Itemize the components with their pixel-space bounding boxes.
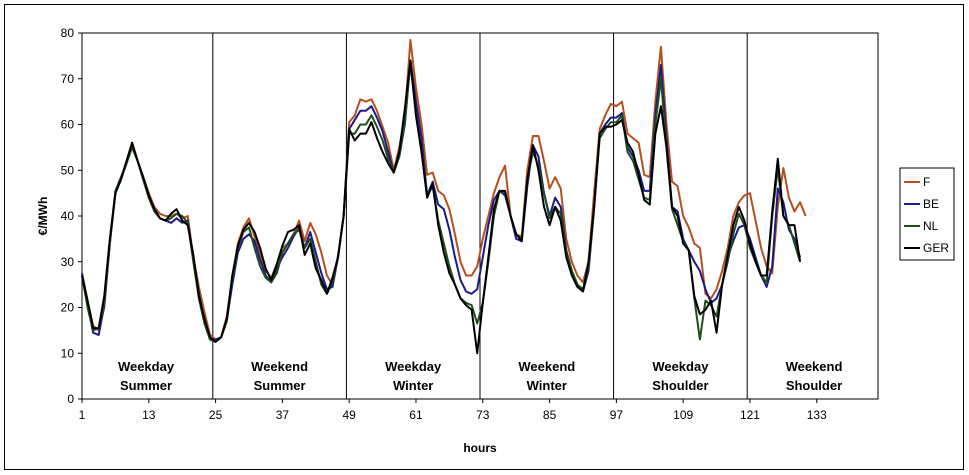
legend-label-f: F bbox=[923, 175, 930, 189]
segment-labels: Weekday Summer Weekend Summer Weekday Winter W… bbox=[118, 359, 843, 393]
segment-label-line1: Weekday bbox=[385, 359, 442, 374]
y-tick-label: 70 bbox=[61, 72, 75, 86]
segment-label-line1: Weekday bbox=[118, 359, 175, 374]
x-tick-label: 61 bbox=[409, 408, 423, 422]
x-tick-label: 73 bbox=[476, 408, 490, 422]
segment-label-line1: Weekend bbox=[518, 359, 575, 374]
segment-label-line1: Weekday bbox=[652, 359, 709, 374]
x-tick-label: 49 bbox=[343, 408, 357, 422]
series-line-be bbox=[81, 59, 802, 341]
segment-label-line2: Summer bbox=[254, 378, 306, 393]
line-chart: Weekday Summer Weekend Summer Weekday Winter W… bbox=[36, 26, 955, 455]
x-tick-label: 13 bbox=[142, 408, 156, 422]
segment-label-line2: Shoulder bbox=[786, 378, 842, 393]
x-tick-label: 109 bbox=[673, 408, 693, 422]
y-tick-label: 10 bbox=[61, 346, 75, 360]
legend-label-nl: NL bbox=[923, 219, 939, 233]
x-tick-label: 133 bbox=[807, 408, 827, 422]
x-tick-label: 25 bbox=[209, 408, 223, 422]
y-tick-label: 40 bbox=[61, 209, 75, 223]
x-tick-label: 121 bbox=[740, 408, 760, 422]
legend-box bbox=[899, 167, 955, 261]
legend-label-ger: GER bbox=[923, 241, 949, 255]
segment-label-line2: Summer bbox=[120, 378, 172, 393]
series-line-nl bbox=[81, 61, 802, 343]
legend: F BE NL GER bbox=[899, 167, 955, 261]
tick-labels: 0 10 20 30 40 50 60 70 80 1 13 25 37 49 61 73 85 97 109 121… bbox=[61, 26, 827, 422]
y-tick-label: 20 bbox=[61, 301, 75, 315]
x-axis-label: hours bbox=[463, 441, 497, 455]
segment-label-line2: Shoulder bbox=[652, 378, 708, 393]
y-tick-label: 50 bbox=[61, 163, 75, 177]
x-tick-label: 1 bbox=[79, 408, 86, 422]
y-tick-label: 60 bbox=[61, 118, 75, 132]
series-line-f bbox=[81, 38, 807, 341]
x-tick-label: 85 bbox=[543, 408, 557, 422]
segment-label-line1: Weekend bbox=[251, 359, 308, 374]
y-tick-label: 30 bbox=[61, 255, 75, 269]
y-tick-label: 80 bbox=[61, 26, 75, 40]
legend-label-be: BE bbox=[923, 197, 939, 211]
chart-frame: Weekday Summer Weekend Summer Weekday Winter W… bbox=[4, 4, 964, 470]
segment-label-line1: Weekend bbox=[786, 359, 843, 374]
y-tick-label: 0 bbox=[67, 392, 74, 406]
y-axis-label: €/MWh bbox=[36, 197, 50, 236]
x-tick-label: 97 bbox=[610, 408, 624, 422]
segment-label-line2: Winter bbox=[393, 378, 433, 393]
series-line-ger bbox=[81, 59, 802, 355]
segment-label-line2: Winter bbox=[527, 378, 567, 393]
axes bbox=[78, 32, 879, 403]
series-lines bbox=[81, 38, 807, 355]
x-tick-label: 37 bbox=[276, 408, 290, 422]
